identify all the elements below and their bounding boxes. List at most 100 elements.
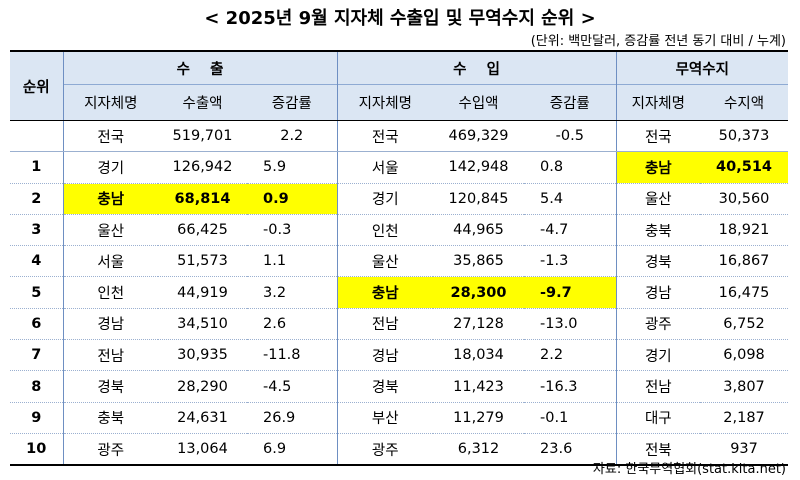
balance-region-cell: 경북 (615, 245, 701, 278)
export-rate-cell: 3.2 (247, 276, 338, 309)
balance-amount-cell: 40,514 (700, 151, 789, 184)
import-rate-cell: -1.3 (524, 245, 617, 278)
import-amount-cell: 11,423 (433, 370, 525, 403)
export-group-header: 수 출 (62, 50, 338, 85)
export-amount-cell: 66,425 (158, 214, 247, 247)
balance-region-cell: 전남 (615, 370, 701, 403)
rank-cell: 2 (10, 183, 63, 215)
table-row: 1 경기 126,942 5.9 서울 142,948 0.8 충남 40,51… (10, 151, 789, 184)
import-region-cell: 광주 (336, 433, 434, 467)
balance-group-header: 무역수지 (615, 50, 789, 85)
balance-amount-cell: 6,752 (700, 308, 789, 341)
import-region-cell: 경기 (336, 183, 434, 215)
table-row: 5 인천 44,919 3.2 충남 28,300 -9.7 경남 16,475 (10, 276, 789, 309)
export-region-cell: 전남 (62, 339, 158, 372)
balance-amount-cell: 2,187 (700, 402, 789, 434)
balance-amount-cell: 18,921 (700, 214, 789, 247)
import-rate-cell: -13.0 (524, 308, 617, 341)
table-row: 7 전남 30,935 -11.8 경남 18,034 2.2 경기 6,098 (10, 339, 789, 372)
export-amount-cell: 34,510 (158, 308, 247, 341)
rank-cell: 1 (10, 151, 63, 184)
export-rate-cell: 1.1 (247, 245, 338, 278)
balance-amount-cell: 3,807 (700, 370, 789, 403)
unit-note: (단위: 백만달러, 증감률 전년 동기 대비 / 누계) (530, 34, 786, 49)
balance-region-cell: 경기 (615, 339, 701, 372)
export-region-cell: 충남 (62, 183, 158, 215)
export-region-cell: 경기 (62, 151, 158, 184)
import-region-cell: 경북 (336, 370, 434, 403)
table-row: 3 울산 66,425 -0.3 인천 44,965 -4.7 충북 18,92… (10, 214, 789, 247)
export-rate-cell: 2.2 (247, 120, 338, 153)
import-rate-cell: -9.7 (524, 276, 617, 309)
export-rate-cell: 5.9 (247, 151, 338, 184)
rank-cell: 4 (10, 245, 63, 278)
rank-cell: 3 (10, 214, 63, 247)
export-region-cell: 전국 (62, 120, 158, 153)
export-amount-cell: 126,942 (158, 151, 247, 184)
export-region-header: 지자체명 (62, 84, 158, 121)
table-row: 전국 519,701 2.2 전국 469,329 -0.5 전국 50,373 (10, 120, 789, 153)
export-region-cell: 경남 (62, 308, 158, 341)
import-rate-cell: 5.4 (524, 183, 617, 215)
import-region-cell: 울산 (336, 245, 434, 278)
import-amount-cell: 28,300 (433, 276, 525, 309)
balance-region-cell: 충북 (615, 214, 701, 247)
import-amount-cell: 6,312 (433, 433, 525, 467)
import-rate-cell: 2.2 (524, 339, 617, 372)
export-amount-cell: 24,631 (158, 402, 247, 434)
table-row: 6 경남 34,510 2.6 전남 27,128 -13.0 광주 6,752 (10, 308, 789, 341)
import-group-header: 수 입 (336, 50, 617, 85)
import-amount-cell: 120,845 (433, 183, 525, 215)
import-region-cell: 경남 (336, 339, 434, 372)
export-rate-cell: -11.8 (247, 339, 338, 372)
rank-cell (10, 120, 63, 153)
balance-region-cell: 경남 (615, 276, 701, 309)
balance-region-cell: 울산 (615, 183, 701, 215)
balance-amount-cell: 50,373 (700, 120, 789, 153)
balance-amount-cell: 16,867 (700, 245, 789, 278)
export-amount-cell: 44,919 (158, 276, 247, 309)
export-rate-cell: -0.3 (247, 214, 338, 247)
export-amount-cell: 30,935 (158, 339, 247, 372)
import-rate-cell: -0.5 (524, 120, 617, 153)
import-amount-cell: 469,329 (433, 120, 525, 153)
page-title: < 2025년 9월 지자체 수출입 및 무역수지 순위 > (204, 8, 596, 29)
balance-amount-cell: 6,098 (700, 339, 789, 372)
rank-cell: 7 (10, 339, 63, 372)
export-amount-cell: 28,290 (158, 370, 247, 403)
export-amount-header: 수출액 (158, 84, 247, 121)
export-rate-cell: -4.5 (247, 370, 338, 403)
balance-region-header: 지자체명 (615, 84, 701, 121)
import-region-cell: 전국 (336, 120, 434, 153)
import-rate-cell: 23.6 (524, 433, 617, 467)
import-rate-cell: -4.7 (524, 214, 617, 247)
table-row: 2 충남 68,814 0.9 경기 120,845 5.4 울산 30,560 (10, 183, 789, 215)
export-rate-cell: 2.6 (247, 308, 338, 341)
balance-region-cell: 광주 (615, 308, 701, 341)
balance-region-cell: 대구 (615, 402, 701, 434)
export-amount-cell: 519,701 (158, 120, 247, 153)
import-rate-cell: -16.3 (524, 370, 617, 403)
export-region-cell: 서울 (62, 245, 158, 278)
balance-region-cell: 전국 (615, 120, 701, 153)
table-row: 4 서울 51,573 1.1 울산 35,865 -1.3 경북 16,867 (10, 245, 789, 278)
import-amount-cell: 35,865 (433, 245, 525, 278)
export-amount-cell: 51,573 (158, 245, 247, 278)
export-rate-cell: 26.9 (247, 402, 338, 434)
balance-amount-header: 수지액 (700, 84, 789, 121)
rank-cell: 8 (10, 370, 63, 403)
balance-amount-cell: 30,560 (700, 183, 789, 215)
balance-amount-cell: 937 (700, 433, 789, 467)
table-row: 8 경북 28,290 -4.5 경북 11,423 -16.3 전남 3,80… (10, 370, 789, 403)
rank-header: 순위 (10, 50, 63, 121)
trade-ranking-table: 순위 수 출 수 입 무역수지 지자체명 수출액 증감률 지자체명 수입액 증감… (10, 50, 789, 467)
export-rate-cell: 6.9 (247, 433, 338, 467)
balance-amount-cell: 16,475 (700, 276, 789, 309)
table-row: 9 충북 24,631 26.9 부산 11,279 -0.1 대구 2,187 (10, 402, 789, 434)
import-amount-cell: 18,034 (433, 339, 525, 372)
balance-region-cell: 충남 (615, 151, 701, 184)
import-region-header: 지자체명 (336, 84, 434, 121)
export-rate-cell: 0.9 (247, 183, 338, 215)
import-amount-header: 수입액 (433, 84, 525, 121)
export-rate-header: 증감률 (247, 84, 338, 121)
